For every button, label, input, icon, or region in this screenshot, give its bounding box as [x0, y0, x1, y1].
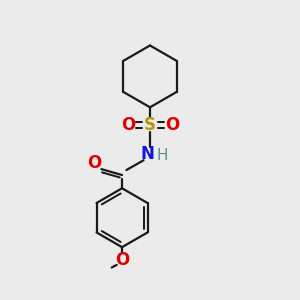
Text: O: O	[165, 116, 179, 134]
Text: O: O	[121, 116, 135, 134]
Text: O: O	[115, 250, 129, 268]
Text: H: H	[157, 148, 168, 164]
Text: N: N	[141, 146, 154, 164]
Text: S: S	[144, 116, 156, 134]
Text: O: O	[87, 154, 101, 172]
